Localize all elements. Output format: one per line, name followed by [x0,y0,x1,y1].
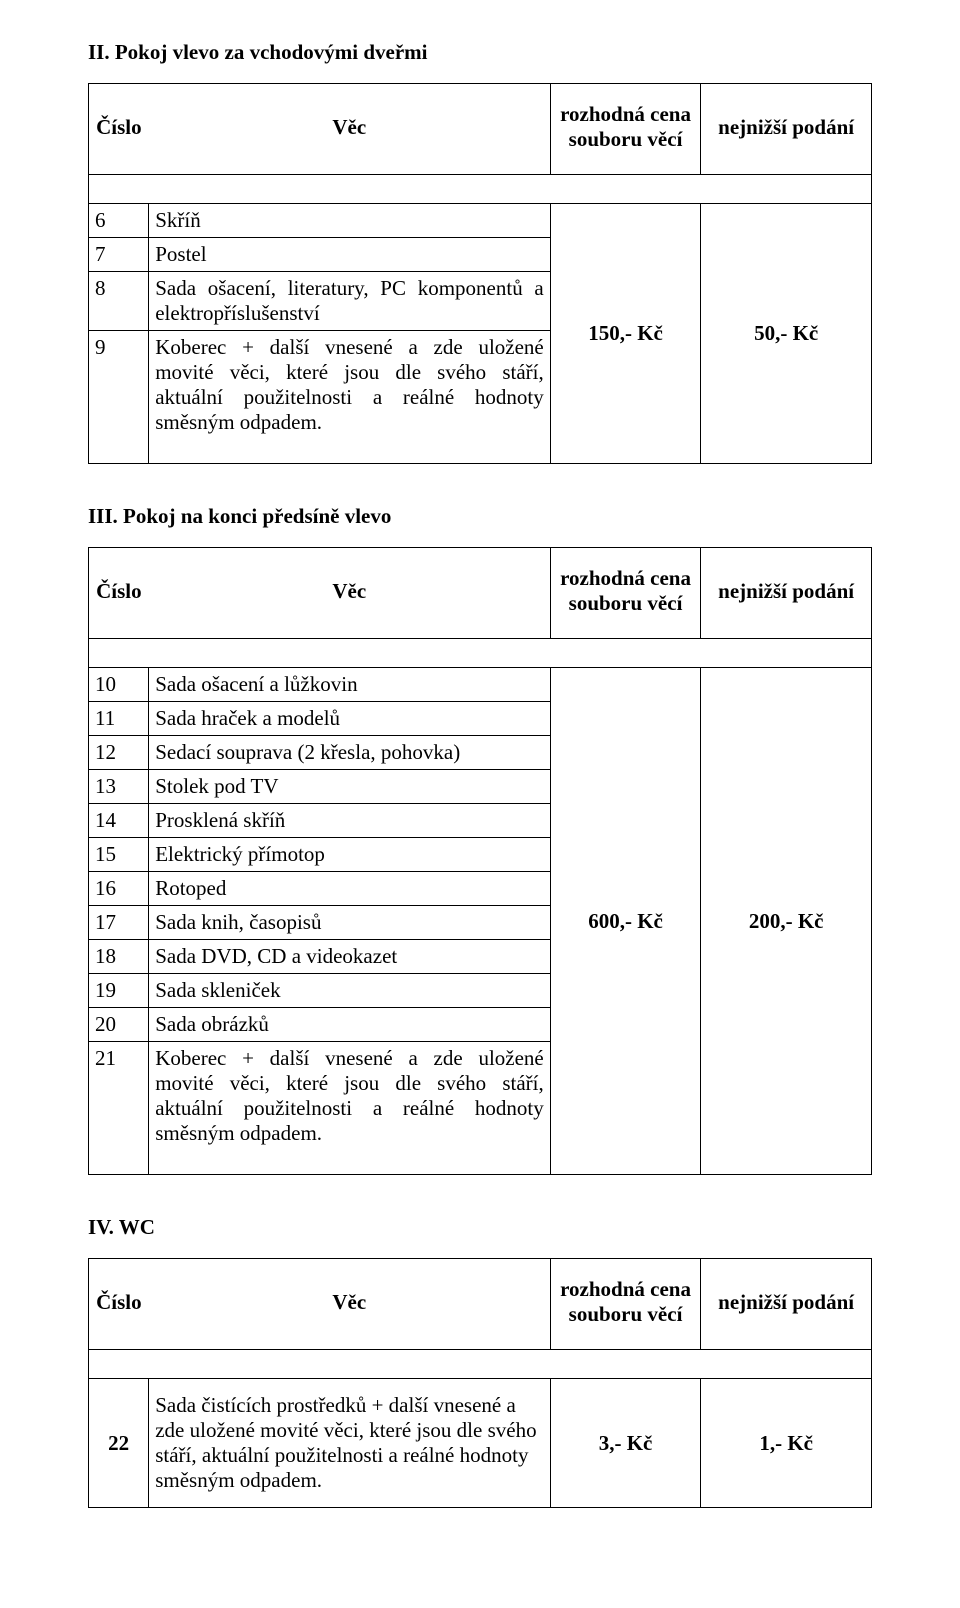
row-item: Elektrický přímotop [149,838,551,872]
row-item: Prosklená skříň [149,804,551,838]
table-row: 6 Skříň 150,- Kč 50,- Kč [89,204,872,238]
row-number: 17 [89,906,149,940]
price-header-l1: rozhodná cena [560,566,691,590]
row-number: 15 [89,838,149,872]
row-item: Sedací souprava (2 křesla, pohovka) [149,736,551,770]
table-header-row: Číslo Věc rozhodná cena souboru věcí nej… [89,1259,872,1350]
row-item: Sada DVD, CD a videokazet [149,940,551,974]
price-header-l2: souboru věcí [569,591,683,615]
table-row: 22 Sada čistících prostředků + další vne… [89,1379,872,1508]
section-3-title: III. Pokoj na konci předsíně vlevo [88,504,872,529]
table-row: 10 Sada ošacení a lůžkovin 600,- Kč 200,… [89,668,872,702]
section-2-title: II. Pokoj vlevo za vchodovými dveřmi [88,40,872,65]
row-number: 12 [89,736,149,770]
row-number: 14 [89,804,149,838]
price-header-l2: souboru věcí [569,1302,683,1326]
row-item: Rotoped [149,872,551,906]
row-item: Postel [149,238,551,272]
col-header-bid: nejnižší podání [701,84,872,175]
row-number: 19 [89,974,149,1008]
price-cell: 150,- Kč [550,204,701,464]
col-header-bid: nejnižší podání [701,548,872,639]
col-header-item: Věc [149,548,551,639]
col-header-number: Číslo [89,548,149,639]
table-section-2: Číslo Věc rozhodná cena souboru věcí nej… [88,83,872,464]
row-number: 21 [89,1042,149,1175]
spacer-row [89,175,872,204]
row-item: Skříň [149,204,551,238]
spacer-row [89,639,872,668]
row-number: 7 [89,238,149,272]
price-header-l2: souboru věcí [569,127,683,151]
price-header-l1: rozhodná cena [560,1277,691,1301]
row-item: Koberec + další vnesené a zde uložené mo… [149,331,551,464]
col-header-number: Číslo [89,1259,149,1350]
row-number: 18 [89,940,149,974]
document-page: II. Pokoj vlevo za vchodovými dveřmi Čís… [0,0,960,1608]
col-header-price: rozhodná cena souboru věcí [550,1259,701,1350]
price-header-l1: rozhodná cena [560,102,691,126]
row-number: 22 [89,1379,149,1508]
row-number: 13 [89,770,149,804]
price-cell: 600,- Kč [550,668,701,1175]
table-section-4: Číslo Věc rozhodná cena souboru věcí nej… [88,1258,872,1508]
row-number: 9 [89,331,149,464]
row-number: 6 [89,204,149,238]
bid-cell: 50,- Kč [701,204,872,464]
row-item: Sada hraček a modelů [149,702,551,736]
table-section-3: Číslo Věc rozhodná cena souboru věcí nej… [88,547,872,1175]
price-cell: 3,- Kč [550,1379,701,1508]
table-header-row: Číslo Věc rozhodná cena souboru věcí nej… [89,84,872,175]
bid-cell: 200,- Kč [701,668,872,1175]
table-header-row: Číslo Věc rozhodná cena souboru věcí nej… [89,548,872,639]
row-item: Koberec + další vnesené a zde uložené mo… [149,1042,551,1175]
row-item: Sada skleniček [149,974,551,1008]
row-number: 8 [89,272,149,331]
bid-cell: 1,- Kč [701,1379,872,1508]
row-number: 10 [89,668,149,702]
col-header-item: Věc [149,1259,551,1350]
row-item: Sada obrázků [149,1008,551,1042]
col-header-price: rozhodná cena souboru věcí [550,84,701,175]
row-number: 16 [89,872,149,906]
col-header-item: Věc [149,84,551,175]
row-number: 20 [89,1008,149,1042]
row-number: 11 [89,702,149,736]
row-item: Sada knih, časopisů [149,906,551,940]
section-4-title: IV. WC [88,1215,872,1240]
row-item: Sada čistících prostředků + další vnesen… [149,1379,551,1508]
col-header-price: rozhodná cena souboru věcí [550,548,701,639]
row-item: Stolek pod TV [149,770,551,804]
spacer-row [89,1350,872,1379]
col-header-number: Číslo [89,84,149,175]
row-item: Sada ošacení, literatury, PC komponentů … [149,272,551,331]
col-header-bid: nejnižší podání [701,1259,872,1350]
row-item: Sada ošacení a lůžkovin [149,668,551,702]
